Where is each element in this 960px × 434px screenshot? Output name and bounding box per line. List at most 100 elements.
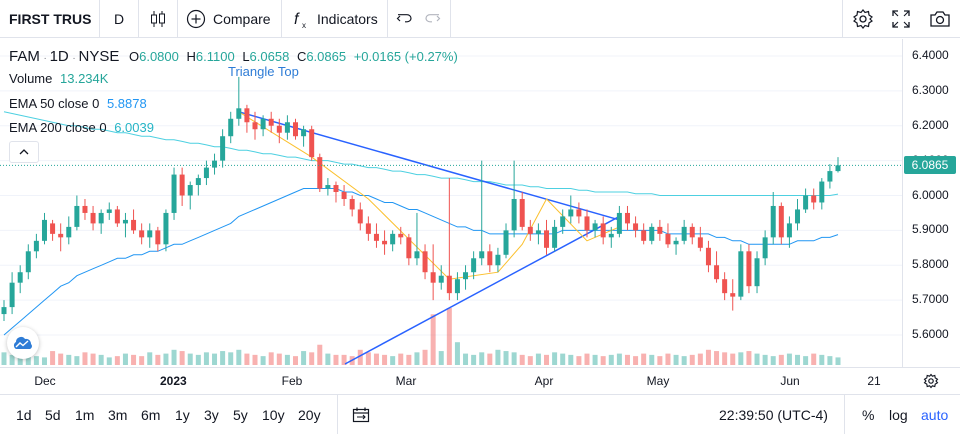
volume-bar <box>244 353 250 365</box>
range-button-1d[interactable]: 1d <box>16 406 32 423</box>
time-tick-label: Mar <box>395 374 417 388</box>
fullscreen-button[interactable] <box>891 0 911 38</box>
time-axis-settings-button[interactable] <box>920 370 942 392</box>
range-button-20y[interactable]: 20y <box>298 406 321 423</box>
price-chart[interactable] <box>0 39 960 367</box>
volume-bar <box>276 353 282 365</box>
candle <box>722 272 728 301</box>
chart-type-button[interactable] <box>148 0 168 38</box>
volume-bar <box>552 352 558 365</box>
volume-bar <box>139 356 145 365</box>
top-toolbar: FIRST TRUS D Compare f x Indicators <box>0 0 960 38</box>
auto-toggle[interactable]: auto <box>921 395 948 434</box>
range-button-3m[interactable]: 3m <box>108 406 128 423</box>
candle-body <box>155 230 161 245</box>
volume-bar <box>58 353 64 365</box>
volume-bar <box>624 354 630 365</box>
range-button-6m[interactable]: 6m <box>141 406 161 423</box>
price-axis[interactable]: 6.40006.30006.20006.10006.00005.90005.80… <box>902 39 960 367</box>
volume-bar <box>786 353 792 365</box>
candle-body <box>260 118 266 130</box>
candle-body <box>560 216 566 227</box>
ema200-value: 6.0039 <box>114 120 154 135</box>
volume-series <box>1 308 841 365</box>
volume-bar <box>212 353 218 365</box>
compare-button[interactable]: Compare <box>186 0 271 38</box>
percent-label: % <box>862 406 875 423</box>
settings-button[interactable] <box>852 0 874 38</box>
volume-bar <box>122 353 128 365</box>
volume-legend[interactable]: Volume 13.234K <box>9 71 108 86</box>
date-range-button[interactable] <box>352 395 370 434</box>
candle <box>317 153 323 193</box>
candle-body <box>325 185 331 189</box>
candle <box>762 230 768 266</box>
indicators-button[interactable]: f x Indicators <box>292 0 378 38</box>
redo-button[interactable] <box>423 0 441 38</box>
candle-body <box>382 240 388 245</box>
redo-icon <box>425 14 441 23</box>
candle <box>131 209 137 234</box>
candle <box>689 223 695 245</box>
volume-bar <box>333 354 339 365</box>
legend-exchange: NYSE <box>78 48 120 65</box>
candle-body <box>544 230 550 248</box>
volume-bar <box>819 354 825 365</box>
tradingview-logo[interactable] <box>7 327 39 359</box>
range-button-3y[interactable]: 3y <box>204 406 219 423</box>
candle <box>552 219 558 252</box>
candle-body <box>511 198 517 231</box>
snapshot-button[interactable] <box>929 0 951 38</box>
volume-bar <box>616 353 622 365</box>
candle <box>803 188 809 213</box>
ema200-legend[interactable]: EMA 200 close 0 6.0039 <box>9 120 154 135</box>
volume-bar <box>114 356 120 365</box>
range-button-5d[interactable]: 5d <box>45 406 61 423</box>
candle-body <box>373 233 379 241</box>
candle <box>357 202 363 231</box>
candle-body <box>778 205 784 238</box>
candle <box>236 76 242 126</box>
range-button-5y[interactable]: 5y <box>233 406 248 423</box>
undo-button[interactable] <box>396 0 414 38</box>
time-tick-label: 2023 <box>160 374 187 388</box>
ema50-legend[interactable]: EMA 50 close 0 5.8878 <box>9 96 147 111</box>
interval-button[interactable]: D <box>114 0 124 38</box>
candle-body <box>819 181 825 203</box>
candle-body <box>665 233 671 245</box>
volume-bar <box>260 356 266 365</box>
range-button-1m[interactable]: 1m <box>75 406 95 423</box>
candle <box>430 244 436 301</box>
volume-bar <box>430 314 436 365</box>
log-toggle[interactable]: log <box>889 395 908 434</box>
candle <box>438 265 444 290</box>
candle-body <box>641 230 647 241</box>
volume-bar <box>746 351 752 365</box>
time-tick-label: Dec <box>34 374 56 388</box>
collapse-legend-button[interactable] <box>9 141 39 163</box>
candle <box>260 115 266 137</box>
candle-body <box>163 212 169 245</box>
volume-bar <box>357 349 363 365</box>
range-button-1y[interactable]: 1y <box>175 406 190 423</box>
candle <box>309 125 315 161</box>
symbol-search-button[interactable]: FIRST TRUS <box>9 0 91 38</box>
candle <box>446 178 452 301</box>
candle-body <box>454 279 460 294</box>
clock-button[interactable]: 22:39:50 (UTC-4) <box>719 395 828 434</box>
volume-bar <box>66 354 72 365</box>
volume-bar <box>471 354 477 365</box>
candle-body <box>552 226 558 248</box>
candle <box>479 160 485 266</box>
calendar-range-icon <box>352 407 370 422</box>
candle <box>220 129 226 168</box>
volume-bar <box>373 353 379 365</box>
candle-body <box>82 205 88 213</box>
range-button-10y[interactable]: 10y <box>262 406 285 423</box>
high-value: 6.1100 <box>195 49 235 64</box>
candle-body <box>827 171 833 182</box>
percent-toggle[interactable]: % <box>862 395 874 434</box>
candle-body <box>17 272 23 283</box>
candle-body <box>114 209 120 224</box>
time-axis[interactable]: Dec 2023 Feb Mar Apr May Jun 21 <box>0 367 960 394</box>
